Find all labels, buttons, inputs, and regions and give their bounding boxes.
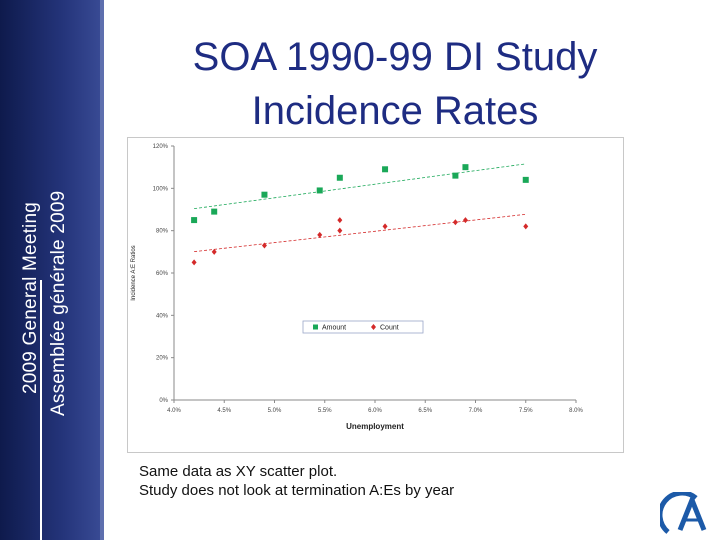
x-tick-label: 6.5%: [418, 408, 432, 414]
trendline-count: [194, 213, 526, 253]
data-point-amount: [522, 176, 529, 183]
meeting-label-english: 2009 General Meeting: [20, 201, 41, 394]
meeting-label: 2009 General Meeting Assemblée générale …: [2, 140, 98, 556]
legend-marker-amount: [313, 324, 318, 330]
trendline-amount: [194, 163, 526, 210]
data-point-amount: [336, 174, 343, 181]
data-point-amount: [382, 166, 389, 173]
x-tick-label: 6.0%: [368, 408, 382, 414]
data-point-count: [191, 259, 197, 266]
y-tick-label: 0%: [159, 398, 168, 404]
data-point-count: [337, 227, 343, 234]
y-tick-label: 100%: [153, 186, 169, 192]
y-tick-label: 120%: [153, 144, 169, 150]
data-point-count: [261, 242, 267, 249]
data-point-count: [211, 248, 217, 255]
legend-label-count: Count: [380, 325, 399, 332]
slide-caption: Same data as XY scatter plot. Study does…: [139, 462, 454, 500]
data-point-count: [337, 217, 343, 224]
caption-line-2: Study does not look at termination A:Es …: [139, 482, 455, 499]
data-point-amount: [191, 217, 198, 224]
meeting-label-french: Assemblée générale 2009: [48, 190, 69, 416]
sidebar-banner: 2009 General Meeting Assemblée générale …: [0, 0, 104, 556]
data-point-amount: [316, 187, 323, 194]
data-point-count: [317, 231, 323, 238]
legend-box: [302, 320, 424, 334]
x-tick-label: 4.5%: [217, 408, 231, 414]
slide-title: SOA 1990-99 DI Study Incidence Rates: [130, 30, 660, 138]
slide-title-line-2: Incidence Rates: [251, 89, 539, 133]
data-point-count: [523, 223, 529, 230]
x-axis-title: Unemployment: [346, 422, 404, 431]
x-tick-label: 7.0%: [469, 408, 483, 414]
data-point-count: [462, 217, 468, 224]
data-point-amount: [452, 172, 459, 179]
slide-title-line-1: SOA 1990-99 DI Study: [192, 35, 598, 79]
legend: Amount Count: [302, 320, 424, 334]
data-point-amount: [261, 191, 268, 198]
x-tick-label: 4.0%: [167, 408, 181, 414]
data-point-count: [452, 219, 458, 226]
y-tick-label: 40%: [156, 313, 169, 319]
y-tick-label: 20%: [156, 356, 169, 362]
y-axis-title: Incidence A:E Ratios: [131, 245, 137, 300]
data-point-count: [382, 223, 388, 230]
x-tick-label: 5.5%: [318, 408, 332, 414]
legend-label-amount: Amount: [322, 325, 346, 332]
soa-logo-icon: [660, 492, 707, 534]
data-point-amount: [211, 208, 218, 215]
caption-line-1: Same data as XY scatter plot.: [139, 463, 338, 480]
x-tick-label: 8.0%: [569, 408, 583, 414]
meeting-label-divider: [40, 280, 42, 556]
x-tick-label: 7.5%: [519, 408, 533, 414]
data-point-amount: [462, 164, 469, 171]
y-tick-label: 60%: [156, 271, 169, 277]
y-tick-label: 80%: [156, 229, 169, 235]
x-tick-label: 5.0%: [268, 408, 282, 414]
legend-marker-count: [371, 324, 376, 330]
scatter-chart: 4.0% 4.5% 5.0% 5.5% 6.0% 6.5% 7.0% 7.5% 8.0% 0% 20…: [131, 144, 583, 431]
